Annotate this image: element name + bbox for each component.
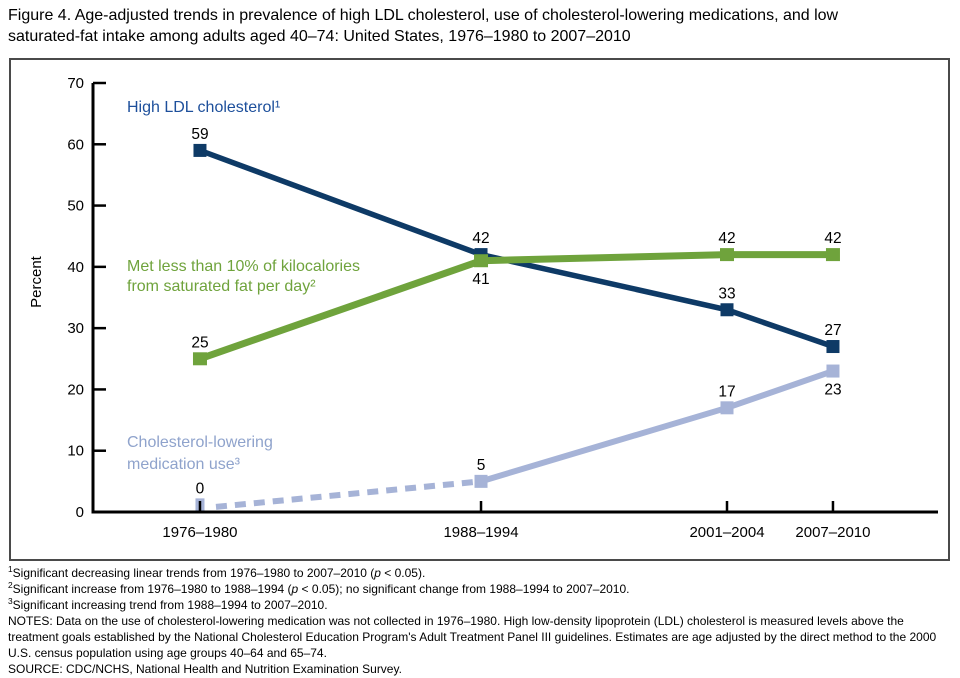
data-point-label: 0 (196, 480, 205, 497)
y-tick-label: 70 (67, 75, 84, 92)
data-point-label: 23 (824, 382, 841, 399)
footnote-line: 3Significant increasing trend from 1988–… (8, 596, 328, 612)
data-point-label: 59 (191, 126, 208, 143)
series-line (480, 368, 834, 485)
data-point-label: 33 (718, 285, 735, 302)
x-tick-label: 1988–1994 (443, 524, 518, 541)
data-point-label: 41 (472, 271, 489, 288)
data-point-marker (720, 248, 735, 262)
series-medication (195, 364, 840, 514)
footnote-line: SOURCE: CDC/NCHS, National Health and Nu… (8, 662, 402, 676)
footnote-line: 1Significant decreasing linear trends fr… (8, 564, 426, 580)
series-high-ldl (193, 143, 840, 354)
footnote-line: NOTES: Data on the use of cholesterol-lo… (8, 614, 937, 660)
series-label: Cholesterol-lowering (127, 434, 273, 451)
series-label: medication use³ (127, 456, 241, 473)
dashed-segment (215, 478, 482, 510)
series-saturated-fat (192, 248, 840, 366)
data-point-marker (826, 340, 840, 354)
y-tick-label: 10 (67, 443, 84, 460)
footnote-line: 2Significant increase from 1976–1980 to … (8, 580, 630, 596)
footnotes: 1Significant decreasing linear trends fr… (8, 565, 954, 677)
y-tick-label: 50 (67, 198, 84, 215)
figure-title-line-2: saturated-fat intake among adults aged 4… (8, 28, 631, 45)
figure-title: Figure 4. Age-adjusted trends in prevale… (8, 5, 956, 47)
data-point-label: 17 (718, 383, 735, 400)
data-point-marker (720, 401, 734, 415)
data-point-marker (192, 352, 207, 366)
data-point-label: 42 (718, 230, 735, 247)
y-tick-label: 30 (67, 320, 84, 337)
point-labels: 59 42 33 27 25 41 42 42 0 5 17 23 (191, 126, 841, 497)
data-point-marker (825, 248, 840, 262)
chart-frame: 0 10 20 30 40 50 60 70 1976–1980 1988–1994 2001–20… (9, 58, 950, 561)
y-tick-label: 40 (67, 259, 84, 276)
figure-title-line-1: Figure 4. Age-adjusted trends in prevale… (8, 7, 839, 24)
y-axis-title: Percent (28, 255, 45, 308)
data-point-label: 27 (824, 322, 841, 339)
x-tick-label: 2001–2004 (689, 524, 764, 541)
series-label: from saturated fat per day² (127, 278, 316, 295)
series-annotations: High LDL cholesterol¹ Met less than 10% o… (127, 99, 360, 473)
data-point-label: 42 (472, 230, 489, 247)
data-point-label: 25 (191, 334, 208, 351)
series-line (199, 147, 834, 350)
y-tick-label: 20 (67, 381, 84, 398)
data-point-marker (826, 364, 840, 378)
series-label: High LDL cholesterol¹ (127, 99, 280, 116)
data-point-marker (474, 254, 489, 268)
data-point-marker (720, 303, 734, 317)
x-tick-label: 2007–2010 (795, 524, 870, 541)
y-tick-label: 60 (67, 136, 84, 153)
data-point-label: 42 (824, 230, 841, 247)
x-tick-label: 1976–1980 (162, 524, 237, 541)
data-point-label: 5 (477, 457, 486, 474)
data-point-marker (193, 143, 207, 157)
axes (91, 81, 938, 514)
series-line (198, 251, 833, 363)
series-label: Met less than 10% of kilocalories (127, 258, 360, 275)
y-tick-label: 0 (76, 504, 84, 521)
data-point-marker (474, 474, 488, 488)
